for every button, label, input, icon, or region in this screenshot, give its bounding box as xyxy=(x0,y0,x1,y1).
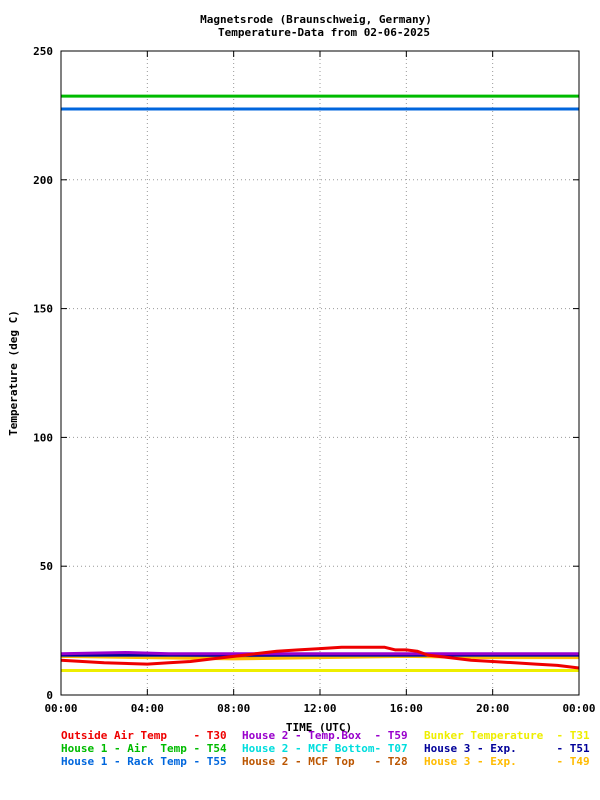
plot-frame xyxy=(60,50,580,696)
legend-entry: House 3 - Exp. - T49 xyxy=(424,755,590,768)
x-axis-label: TIME (UTC) xyxy=(286,721,352,734)
chart-subtitle: Temperature-Data from 02-06-2025 xyxy=(218,26,430,39)
x-tick-label: 00:00 xyxy=(44,702,77,715)
legend-entry: House 3 - Exp. - T51 xyxy=(424,742,590,755)
y-tick-label: 50 xyxy=(40,560,53,573)
series-lines xyxy=(60,94,580,672)
legend-entry: Outside Air Temp - T30 xyxy=(61,729,227,742)
legend-entry: House 2 - Temp.Box - T59 xyxy=(242,729,408,742)
legend-entry: Bunker Temperature - T31 xyxy=(424,729,590,742)
grid-lines xyxy=(60,50,580,696)
y-tick-label: 250 xyxy=(33,45,53,58)
x-tick-label: 08:00 xyxy=(217,702,250,715)
legend: Outside Air Temp - T30 House 2 - Temp.Box… xyxy=(61,729,590,768)
y-tick-label: 100 xyxy=(33,431,53,444)
legend-entry: House 2 - MCF Top - T28 xyxy=(242,755,408,768)
x-tick-label: 00:00 xyxy=(562,702,595,715)
x-tick-labels: 00:00 04:00 08:00 12:00 16:00 20:00 00:00 xyxy=(44,702,595,715)
legend-entry: House 2 - MCF Bottom- T07 xyxy=(242,742,408,755)
y-tick-label: 0 xyxy=(46,689,53,702)
legend-entry: House 1 - Rack Temp - T55 xyxy=(61,755,227,768)
y-axis-label: Temperature (deg C) xyxy=(7,310,20,436)
series-line xyxy=(60,654,579,661)
series-line xyxy=(60,651,579,656)
series-line xyxy=(60,645,580,670)
x-tick-label: 16:00 xyxy=(390,702,423,715)
x-tick-label: 12:00 xyxy=(303,702,336,715)
chart-title: Magnetsrode (Braunschweig, Germany) xyxy=(200,13,432,26)
x-tick-label: 20:00 xyxy=(476,702,509,715)
x-tick-label: 04:00 xyxy=(131,702,164,715)
y-tick-labels: 0 50 100 150 200 250 xyxy=(33,45,53,702)
legend-entry: House 1 - Air Temp - T54 xyxy=(61,742,227,755)
y-tick-label: 150 xyxy=(33,303,53,316)
y-tick-label: 200 xyxy=(33,174,53,187)
